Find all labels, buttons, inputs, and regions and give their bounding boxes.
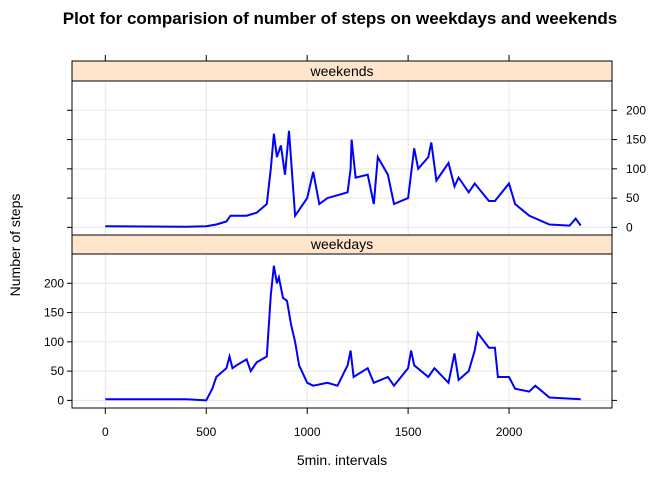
x-tick-label: 1500 [395,425,422,439]
strip-label: weekends [309,63,373,79]
x-tick-label: 500 [196,425,216,439]
y-tick-label: 50 [51,364,65,378]
chart-title: Plot for comparision of number of steps … [63,9,618,28]
y-tick-label: 150 [626,133,646,147]
x-axis-label: 5min. intervals [297,452,387,468]
panel-frame [71,253,613,409]
x-tick-label: 0 [102,425,109,439]
y-tick-label: 200 [626,103,646,117]
x-tick-label: 1000 [294,425,321,439]
y-tick-label: 150 [44,306,64,320]
y-tick-label: 50 [626,191,640,205]
line [105,265,581,402]
y-tick-label: 100 [44,335,64,349]
strip-label: weekdays [310,236,373,252]
y-tick-label: 0 [626,220,633,234]
y-axis-label: Number of steps [7,194,23,297]
x-tick-label: 2000 [496,425,523,439]
y-tick-label: 200 [44,276,64,290]
y-tick-label: 0 [57,393,64,407]
line [105,130,582,228]
y-tick-label: 100 [626,162,646,176]
